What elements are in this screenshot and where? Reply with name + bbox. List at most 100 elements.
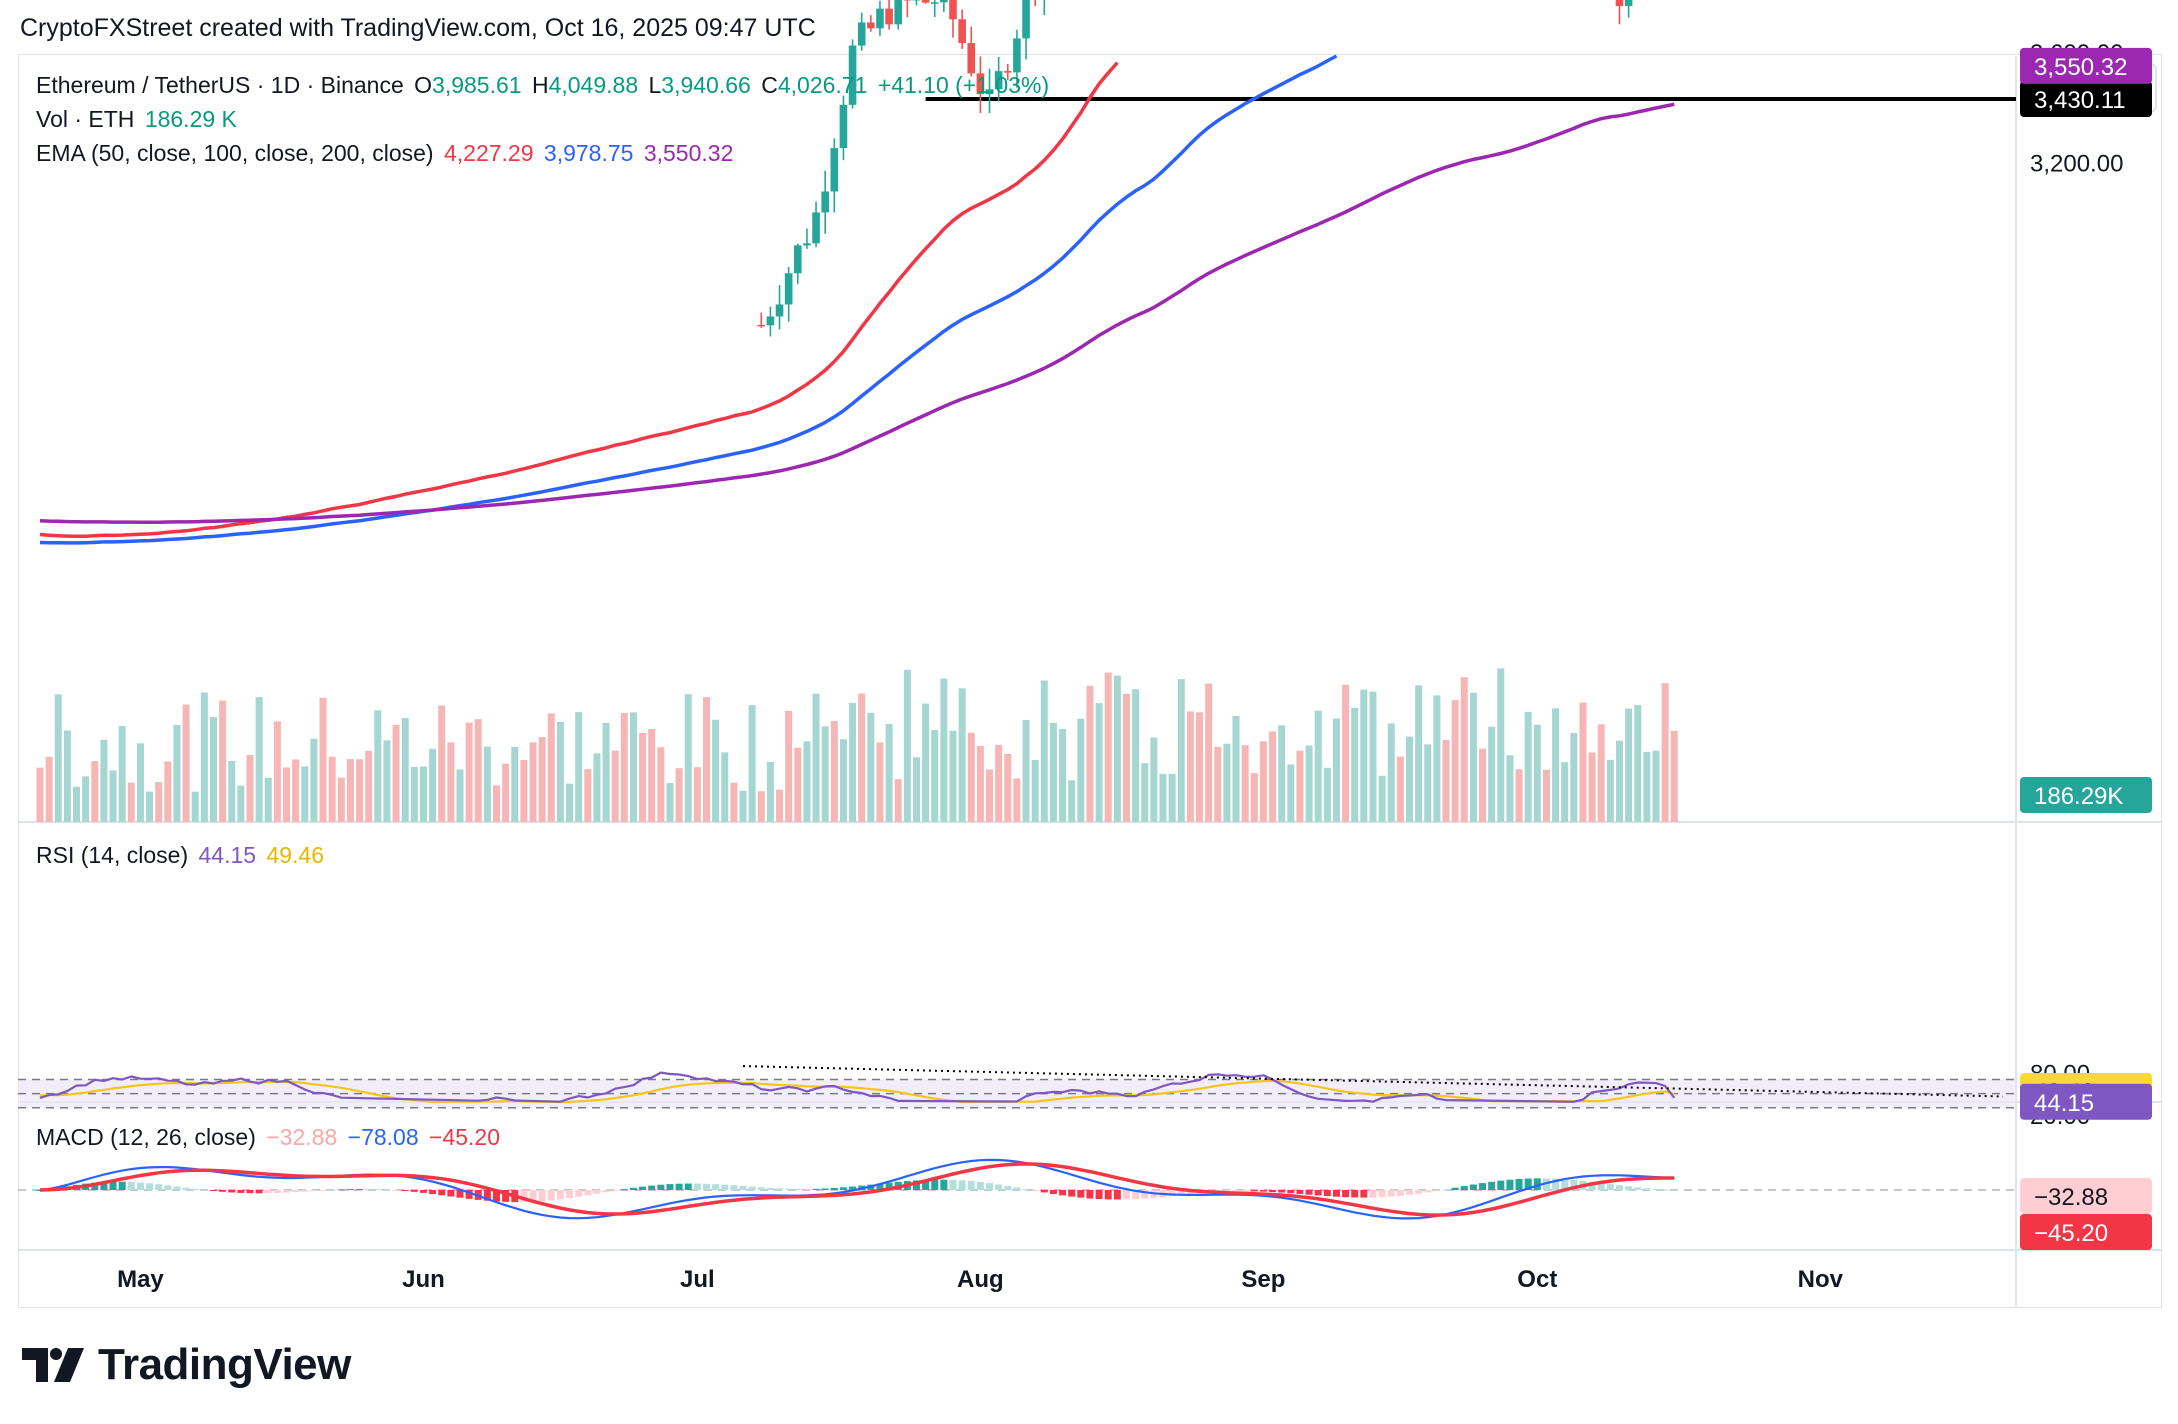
macd-histogram-bar	[1113, 1190, 1121, 1200]
rsi-label[interactable]: RSI (14, close)	[36, 842, 189, 868]
volume-bar	[1086, 685, 1094, 822]
macd-histogram-bar	[620, 1189, 628, 1191]
volume-bar	[155, 782, 163, 822]
macd-histogram-bar	[164, 1185, 172, 1190]
macd-histogram-bar	[648, 1185, 656, 1190]
volume-badge: 186.29K	[2034, 783, 2123, 810]
macd-histogram-bar	[1442, 1189, 1450, 1191]
volume-bar	[1305, 745, 1313, 822]
volume-bar	[246, 754, 254, 822]
volume-bar	[1104, 672, 1112, 822]
volume-bar	[675, 768, 683, 822]
volume-bar	[1031, 760, 1039, 822]
volume-bar	[1205, 683, 1213, 822]
macd-histogram-bar	[1296, 1190, 1304, 1194]
macd-histogram-bar	[246, 1190, 254, 1194]
volume-bar	[1150, 737, 1158, 822]
volume-bar	[995, 744, 1003, 822]
macd-histogram-bar	[1077, 1190, 1085, 1198]
volume-bar	[1022, 719, 1030, 822]
macd-histogram-bar	[556, 1190, 564, 1200]
volume-bar	[1186, 711, 1194, 822]
volume-bar	[1424, 744, 1432, 822]
volume-bar	[593, 753, 601, 822]
macd-label[interactable]: MACD (12, 26, close)	[36, 1124, 256, 1150]
volume-bar	[684, 694, 692, 822]
macd-histogram-bar	[1360, 1190, 1368, 1198]
macd-histogram-bar	[465, 1190, 473, 1199]
volume-bar	[1351, 707, 1359, 822]
ema100-value: 3,978.75	[543, 140, 634, 166]
volume-bar	[91, 761, 99, 822]
macd-histogram-bar	[1634, 1187, 1642, 1190]
macd-histogram-bar	[1606, 1184, 1614, 1190]
volume-bar	[337, 777, 345, 822]
volume-bar	[1095, 703, 1103, 822]
macd-histogram-bar	[912, 1180, 920, 1190]
candle-body	[1624, 0, 1633, 7]
ema-label[interactable]: EMA (50, close, 100, close, 200, close)	[36, 140, 434, 166]
candle-body	[1022, 0, 1030, 39]
volume-bar	[1250, 773, 1258, 822]
volume-bar	[1643, 751, 1651, 822]
macd-histogram-bar	[146, 1183, 154, 1190]
macd-histogram-bar	[182, 1187, 190, 1190]
macd-histogram-bar	[100, 1181, 108, 1190]
macd-histogram-bar	[392, 1190, 400, 1191]
volume-label[interactable]: Vol · ETH	[36, 106, 135, 132]
macd-histogram-bar	[1278, 1190, 1286, 1193]
macd-histogram-bar	[1040, 1190, 1048, 1193]
macd-histogram-bar	[1670, 1189, 1678, 1191]
ema200-line	[39, 102, 1675, 524]
volume-bar	[502, 763, 510, 822]
macd-histogram-bar	[1223, 1190, 1231, 1192]
macd-histogram-bar	[1269, 1190, 1277, 1193]
macd-histogram-bar	[931, 1179, 939, 1190]
volume-bar	[903, 669, 911, 822]
volume-bar	[136, 743, 144, 822]
volume-bar	[392, 724, 400, 822]
macd-histogram-bar	[1433, 1190, 1441, 1191]
macd-histogram-bar	[566, 1190, 574, 1199]
volume-bar	[1132, 689, 1140, 822]
rsi-value: 44.15	[198, 842, 257, 868]
macd-histogram-bar	[191, 1188, 199, 1190]
ema200-value: 3,550.32	[643, 140, 734, 166]
macd-histogram-bar	[374, 1189, 382, 1191]
macd-histogram-bar	[419, 1190, 427, 1193]
macd-histogram-bar	[1259, 1190, 1267, 1192]
volume-bar	[63, 730, 71, 822]
volume-bar	[200, 692, 208, 822]
volume-bar	[931, 730, 939, 822]
volume-bar	[1004, 754, 1012, 822]
volume-bar	[1259, 741, 1267, 822]
volume-bar	[1552, 708, 1560, 822]
volume-bar	[1469, 692, 1477, 822]
volume-bar	[1570, 733, 1578, 822]
volume-bar	[538, 737, 546, 822]
macd-histogram-bar	[365, 1188, 373, 1190]
rsi-ma-line	[39, 1079, 1675, 1104]
macd-histogram-bar	[1506, 1179, 1514, 1190]
symbol-title[interactable]: Ethereum / TetherUS · 1D · Binance	[36, 72, 404, 98]
volume-bar	[447, 742, 455, 822]
date-tick-label: Sep	[1241, 1266, 1285, 1293]
macd-histogram-bar	[976, 1182, 984, 1190]
volume-bar	[885, 723, 893, 822]
macd-histogram-bar	[748, 1186, 756, 1190]
volume-bar	[346, 759, 354, 822]
macd-histogram-bar	[593, 1190, 601, 1194]
macd-histogram-bar	[456, 1190, 464, 1198]
volume-bar	[529, 742, 537, 822]
volume-bar	[712, 719, 720, 822]
macd-histogram-bar	[292, 1190, 300, 1193]
volume-bar	[620, 712, 628, 822]
volume-bar	[292, 759, 300, 822]
macd-histogram-bar	[1524, 1178, 1532, 1190]
macd-histogram-bar	[1013, 1187, 1021, 1190]
volume-bar	[73, 786, 81, 822]
macd-histogram-bar	[712, 1184, 720, 1190]
volume-bar	[766, 761, 774, 822]
candle-body	[784, 273, 793, 305]
